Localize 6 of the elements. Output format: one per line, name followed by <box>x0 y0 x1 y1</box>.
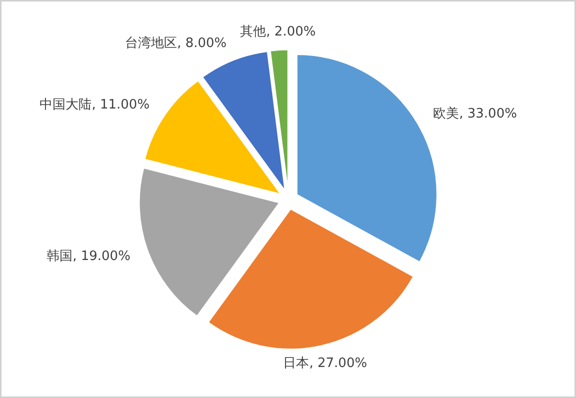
slice-label: 其他, 2.00% <box>240 24 316 40</box>
slice-label: 韩国, 19.00% <box>46 248 130 264</box>
slice-label: 日本, 27.00% <box>283 356 368 371</box>
slice-label: 中国大陆, 11.00% <box>40 98 150 113</box>
slice-label: 欧美, 33.00% <box>433 105 517 122</box>
slice-label: 台湾地区, 8.00% <box>125 34 227 51</box>
